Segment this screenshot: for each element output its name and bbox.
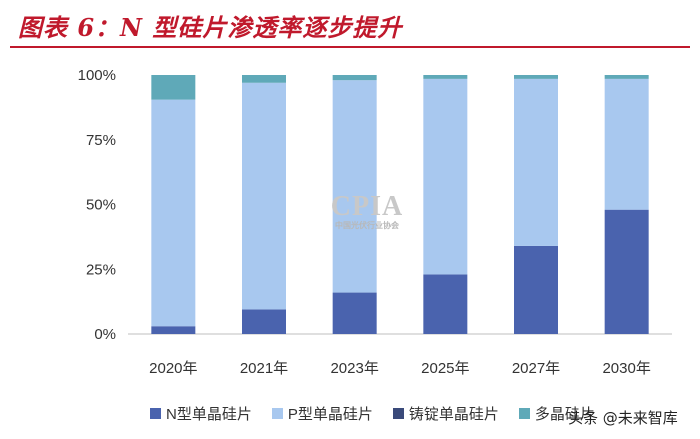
legend-swatch <box>392 407 404 419</box>
bar-segment <box>514 78 558 246</box>
watermark-text: CPIA <box>330 191 404 222</box>
title-rule <box>10 46 690 48</box>
legend-item: 多晶硅片 <box>518 403 595 424</box>
legend-label: P型单晶硅片 <box>287 405 373 423</box>
x-tick-label: 2020年 <box>149 360 197 377</box>
bar-segment <box>242 75 286 83</box>
bar-segment <box>423 274 468 334</box>
y-tick-label: 25% <box>86 261 116 278</box>
bar-segment <box>151 326 196 334</box>
legend-label: 铸锭单晶硅片 <box>408 405 499 423</box>
bar-segment <box>423 75 468 79</box>
chart-legend: N型单晶硅片 P型单晶硅片 铸锭单晶硅片 多晶硅片 <box>150 403 595 423</box>
x-tick-label: 2021年 <box>240 360 288 377</box>
bar-segment <box>151 99 196 327</box>
x-tick-label: 2030年 <box>602 360 650 377</box>
cpia-watermark: CPIA 中国光伏行业协会 <box>330 193 404 231</box>
stacked-bar-chart: 0% 25% 50% 75% 100% 2020年 2021年 2023年 2025年 2027年… <box>78 67 672 377</box>
legend-swatch <box>271 407 283 419</box>
x-tick-label: 2025年 <box>421 360 469 377</box>
legend-swatch <box>150 407 161 419</box>
bar-segment <box>332 75 377 81</box>
y-tick-label: 100% <box>78 67 116 84</box>
bar-segment <box>514 245 558 334</box>
attribution: 头条 @未来智库 <box>568 407 678 428</box>
bar-segment <box>151 75 196 100</box>
x-tick-label: 2023年 <box>330 360 378 377</box>
chart-title: 图表 6：N 型硅片渗透率逐步提升 <box>18 13 403 42</box>
y-tick-label: 50% <box>86 197 116 214</box>
legend-label: 多晶硅片 <box>534 405 595 423</box>
watermark-subtext: 中国光伏行业协会 <box>335 221 399 230</box>
legend-label: N型单晶硅片 <box>166 405 252 423</box>
legend-item: P型单晶硅片 <box>271 403 373 424</box>
y-tick-label: 75% <box>86 132 116 149</box>
bar-segment <box>242 309 286 334</box>
legend-item: N型单晶硅片 <box>150 403 252 424</box>
bar-segment <box>604 209 649 334</box>
title-bar: 图表 6：N 型硅片渗透率逐步提升 <box>0 0 700 48</box>
bar-segment <box>514 75 558 79</box>
x-tick-label: 2027年 <box>512 360 560 377</box>
bar-segment <box>332 292 377 334</box>
legend-item: 铸锭单晶硅片 <box>392 403 499 424</box>
legend-swatch <box>518 407 530 419</box>
bar-segment <box>604 78 649 210</box>
y-tick-label: 0% <box>94 326 116 343</box>
attribution-text: 头条 @未来智库 <box>568 409 678 427</box>
bar-segment <box>604 75 649 79</box>
bar-segment <box>242 82 286 310</box>
bar-segment <box>332 80 377 293</box>
bar-segment <box>423 78 468 275</box>
